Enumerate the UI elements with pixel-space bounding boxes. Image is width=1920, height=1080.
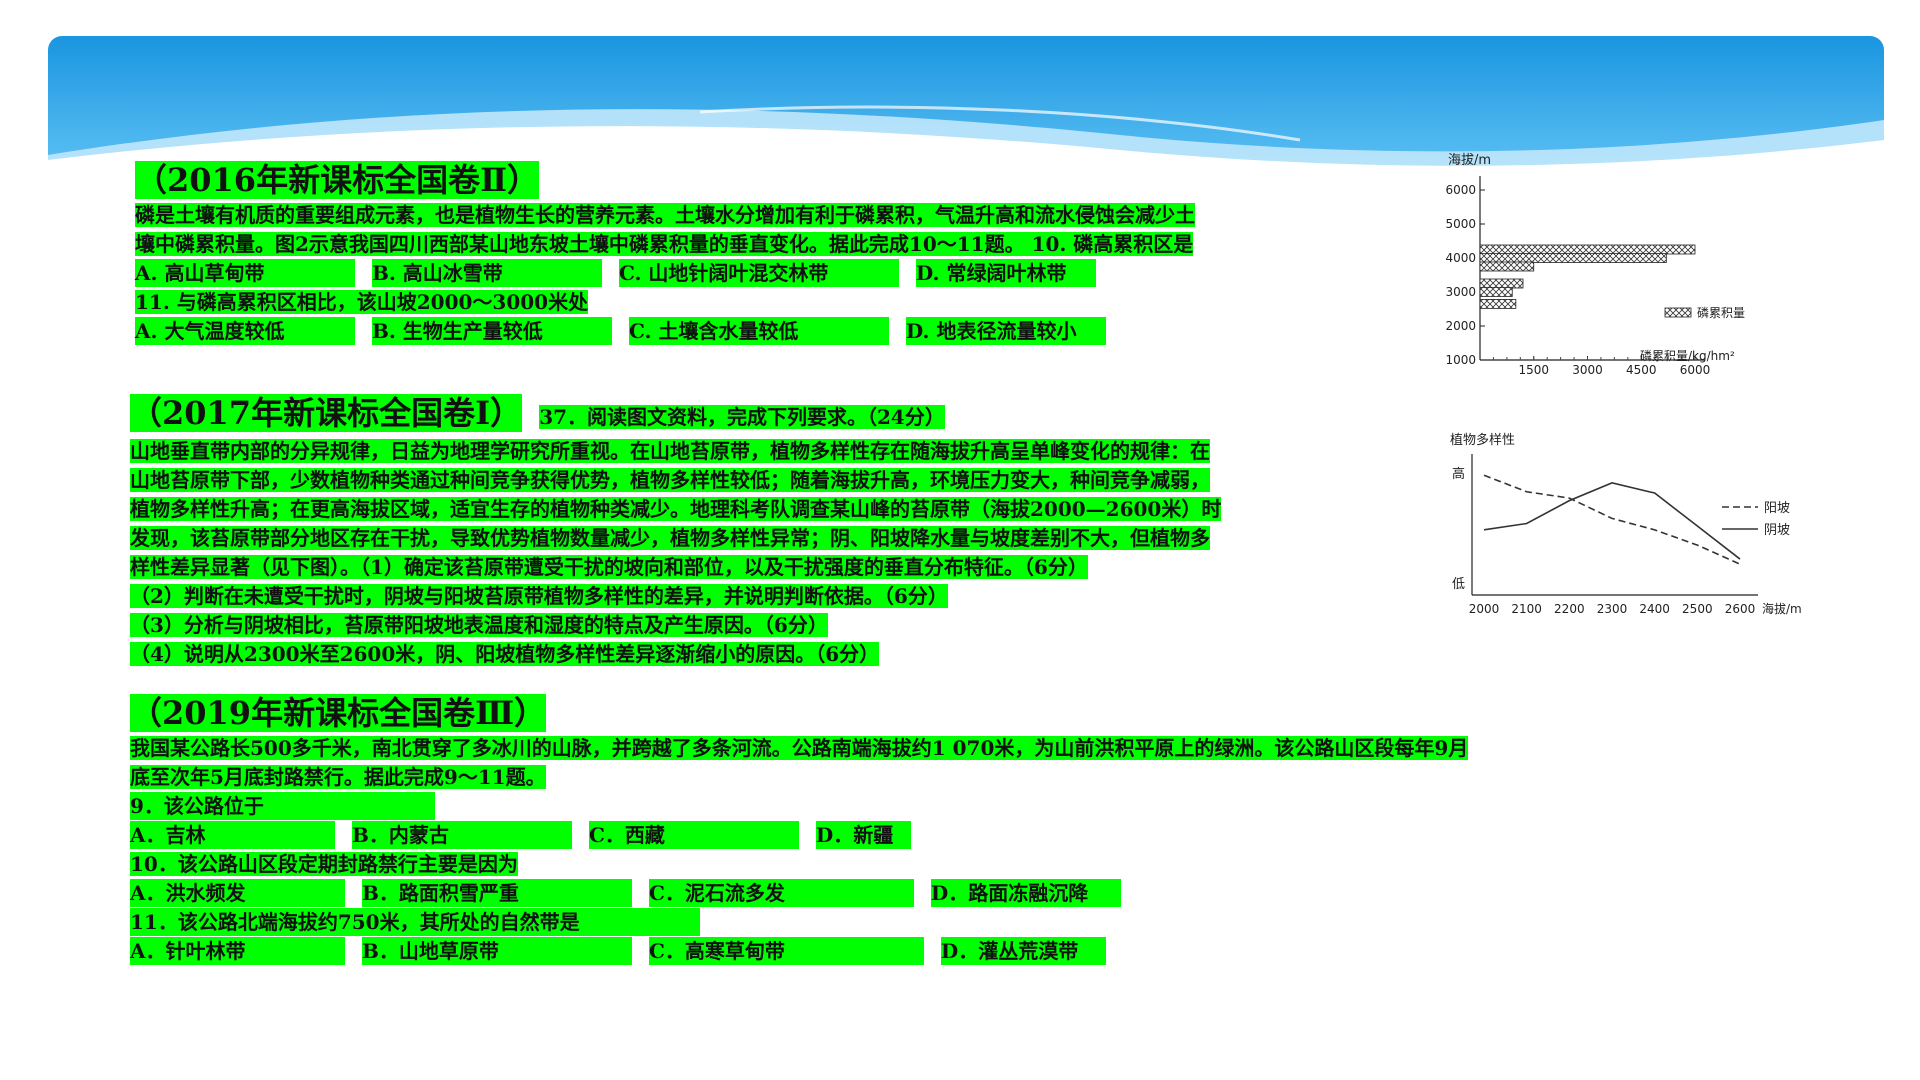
y-tick-label: 5000 xyxy=(1445,217,1476,231)
phosphorus-bar xyxy=(1479,253,1667,263)
title-2019: （2019年新课标全国卷Ⅲ） xyxy=(130,694,547,732)
option-d: D．灌丛荒漠带 xyxy=(940,937,1106,965)
option-c: C．泥石流多发 xyxy=(648,879,914,907)
q9-2019-options: A．吉林 B．内蒙古 C．西藏 D．新疆 xyxy=(130,821,911,849)
header-wave-banner xyxy=(48,36,1884,170)
title-2016: （2016年新课标全国卷Ⅱ） xyxy=(135,161,540,199)
option-a: A．洪水频发 xyxy=(130,879,345,907)
y-tick-label: 1000 xyxy=(1445,353,1476,367)
option-b: B．山地草原带 xyxy=(361,937,632,965)
phosphorus-bar xyxy=(1479,261,1535,272)
x-tick-label: 2400 xyxy=(1639,602,1670,616)
x-tick-label: 2300 xyxy=(1597,602,1628,616)
intro-2016-line-1: 磷是土壤有机质的重要组成元素，也是植物生长的营养元素。土壤水分增加有利于磷累积，… xyxy=(135,203,1195,227)
phosphorus-bar xyxy=(1479,298,1517,309)
option-b: B. 高山冰雪带 xyxy=(371,259,602,287)
option-a: A．吉林 xyxy=(130,821,335,849)
option-b: B. 生物生产量较低 xyxy=(371,317,612,345)
legend-label-2: 阴坡 xyxy=(1764,523,1790,538)
q11-2016-stem: 11. 与磷高累积区相比，该山坡2000～3000米处 xyxy=(135,290,589,314)
phosphorus-bar xyxy=(1479,278,1524,289)
x-tick-label: 2000 xyxy=(1469,602,1500,616)
legend-label: 磷累积量 xyxy=(1697,305,1745,320)
y-axis-label: 植物多样性 xyxy=(1450,432,1515,448)
passage-2017-line-4: 发现，该苔原带部分地区存在干扰，导致优势植物数量减少，植物多样性异常；阴、阳坡降… xyxy=(130,526,1210,550)
x-axis-label: 海拔/m xyxy=(1762,601,1802,616)
phosphorus-bar-chart: 海拔/m 1000 2000 3000 4000 5000 6000 1500 3000 4500… xyxy=(1445,153,1745,377)
passage-2017-line-1: 山地垂直带内部的分异规律，日益为地理学研究所重视。在山地苔原带，植物多样性存在随… xyxy=(130,439,1210,463)
y-tick-label-low: 低 xyxy=(1452,577,1465,592)
title-2017-tail: 37．阅读图文资料，完成下列要求。（24分） xyxy=(539,405,945,429)
option-b: B．内蒙古 xyxy=(351,821,572,849)
intro-2019-line-2: 底至次年5月底封路禁行。据此完成9～11题。 xyxy=(130,765,546,789)
question-2017-4: （4）说明从2300米至2600米，阴、阳坡植物多样性差异逐渐缩小的原因。（6分… xyxy=(130,642,880,666)
x-tick-label: 1500 xyxy=(1518,363,1549,377)
option-c: C. 山地针阔叶混交林带 xyxy=(618,259,899,287)
question-2017-3: （3）分析与阴坡相比，苔原带阳坡地表温度和湿度的特点及产生原因。（6分） xyxy=(130,613,828,637)
x-axis-label: 磷累积量/kg/hm² xyxy=(1640,348,1735,363)
option-b: B．路面积雪严重 xyxy=(361,879,632,907)
option-c: C. 土壤含水量较低 xyxy=(628,317,889,345)
option-a: A. 高山草甸带 xyxy=(135,259,355,287)
phosphorus-bar xyxy=(1479,287,1513,297)
series-line-2 xyxy=(1483,482,1741,560)
option-c: C．西藏 xyxy=(588,821,799,849)
passage-2017-line-2: 山地苔原带下部，少数植物种类通过种间竞争获得优势，植物多样性较低；随着海拔升高，… xyxy=(130,468,1210,492)
passage-2017-line-5: 样性差异显著（见下图）。（1）确定该苔原带遭受干扰的坡向和部位，以及干扰强度的垂… xyxy=(130,555,1088,579)
phosphorus-bar xyxy=(1479,244,1696,255)
x-tick-label: 6000 xyxy=(1680,363,1711,377)
option-c: C．高寒草甸带 xyxy=(648,937,924,965)
option-d: D. 常绿阔叶林带 xyxy=(915,259,1096,287)
x-tick-label: 2500 xyxy=(1682,602,1713,616)
y-tick-label-high: 高 xyxy=(1452,466,1465,482)
y-tick-label: 4000 xyxy=(1445,251,1476,265)
legend-label-1: 阳坡 xyxy=(1764,501,1790,516)
x-tick-label: 2600 xyxy=(1725,602,1756,616)
q11-2016-options: A. 大气温度较低 B. 生物生产量较低 C. 土壤含水量较低 D. 地表径流量… xyxy=(135,317,1106,345)
y-tick-label: 2000 xyxy=(1445,319,1476,333)
option-d: D．新疆 xyxy=(815,821,911,849)
question-2017-2: （2）判断在未遭受干扰时，阴坡与阳坡苔原带植物多样性的差异，并说明判断依据。（6… xyxy=(130,584,948,608)
q10-2016-options: A. 高山草甸带 B. 高山冰雪带 C. 山地针阔叶混交林带 D. 常绿阔叶林带 xyxy=(135,259,1096,287)
series-line-1 xyxy=(1483,474,1741,565)
legend-swatch xyxy=(1664,307,1692,318)
x-tick-label: 2200 xyxy=(1554,602,1585,616)
title-2017: （2017年新课标全国卷Ⅰ） 37．阅读图文资料，完成下列要求。（24分） xyxy=(130,394,945,432)
option-a: A．针叶林带 xyxy=(130,937,345,965)
q10-2019-options: A．洪水频发 B．路面积雪严重 C．泥石流多发 D．路面冻融沉降 xyxy=(130,879,1121,907)
x-tick-label: 3000 xyxy=(1572,363,1603,377)
q11-2019-options: A．针叶林带 B．山地草原带 C．高寒草甸带 D．灌丛荒漠带 xyxy=(130,937,1106,965)
passage-2017-line-3: 植物多样性升高；在更高海拔区域，适宜生存的植物种类减少。地理科考队调查某山峰的苔… xyxy=(130,497,1222,521)
x-tick-label: 4500 xyxy=(1626,363,1657,377)
q11-2019-stem: 11．该公路北端海拔约750米，其所处的自然带是 xyxy=(130,908,700,936)
intro-2016-line-2: 壤中磷累积量。图2示意我国四川西部某山地东坡土壤中磷累积量的垂直变化。据此完成1… xyxy=(135,232,1194,256)
intro-2019-line-1: 我国某公路长500多千米，南北贯穿了多冰川的山脉，并跨越了多条河流。公路南端海拔… xyxy=(130,736,1469,760)
y-tick-label: 6000 xyxy=(1445,183,1476,197)
option-a: A. 大气温度较低 xyxy=(135,317,355,345)
y-tick-label: 3000 xyxy=(1445,285,1476,299)
option-d: D．路面冻融沉降 xyxy=(930,879,1121,907)
q10-2019-stem: 10．该公路山区段定期封路禁行主要是因为 xyxy=(130,852,518,876)
q9-2019-stem: 9．该公路位于 xyxy=(130,792,435,820)
x-tick-label: 2100 xyxy=(1511,602,1542,616)
option-d: D. 地表径流量较小 xyxy=(905,317,1106,345)
y-axis-label: 海拔/m xyxy=(1448,153,1491,168)
